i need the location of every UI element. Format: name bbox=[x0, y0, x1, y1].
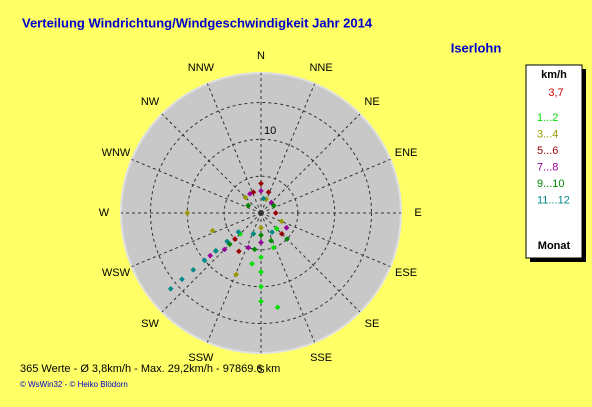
data-point bbox=[245, 202, 252, 209]
spoke bbox=[131, 212, 262, 268]
spoke bbox=[260, 212, 391, 268]
data-point bbox=[269, 229, 275, 235]
spoke bbox=[161, 113, 262, 214]
data-point bbox=[265, 189, 272, 196]
data-point bbox=[224, 238, 230, 245]
direction-label: NE bbox=[364, 96, 379, 108]
data-point bbox=[258, 224, 264, 231]
data-point bbox=[242, 194, 249, 201]
data-point bbox=[233, 271, 239, 278]
direction-label: W bbox=[99, 207, 110, 219]
data-point bbox=[250, 230, 257, 237]
data-point bbox=[258, 269, 264, 275]
data-point bbox=[207, 252, 214, 259]
direction-label: N bbox=[257, 50, 265, 62]
data-point bbox=[201, 257, 208, 264]
data-point bbox=[235, 229, 242, 235]
spoke bbox=[131, 158, 262, 214]
data-point bbox=[167, 285, 174, 292]
legend-footer: Monat bbox=[538, 240, 571, 252]
data-point bbox=[249, 260, 255, 267]
data-point bbox=[278, 218, 285, 225]
direction-label: SW bbox=[141, 318, 159, 330]
credit: © WsWin32 - © Heiko Blödorn bbox=[20, 380, 128, 389]
direction-label: WNW bbox=[102, 147, 131, 159]
data-point bbox=[179, 276, 185, 283]
direction-label: ENE bbox=[395, 147, 418, 159]
data-point bbox=[279, 231, 285, 237]
direction-label: WSW bbox=[102, 267, 131, 279]
legend-entry: 1...2 bbox=[537, 112, 558, 124]
footer: 365 Werte - Ø 3,8km/h - Max. 29,2km/h - … bbox=[20, 363, 280, 375]
data-point bbox=[258, 283, 264, 290]
data-point bbox=[273, 225, 280, 232]
spoke bbox=[206, 212, 262, 343]
legend-entry: 5...6 bbox=[537, 145, 558, 157]
data-point bbox=[258, 239, 264, 246]
data-point bbox=[213, 248, 219, 254]
data-point bbox=[258, 180, 264, 187]
direction-label: NW bbox=[141, 96, 160, 108]
data-point bbox=[258, 188, 264, 194]
data-point bbox=[268, 237, 274, 244]
spoke bbox=[161, 212, 262, 313]
data-point bbox=[232, 236, 238, 242]
data-point bbox=[270, 244, 277, 251]
r-tick-label: 10 bbox=[264, 125, 276, 137]
data-point bbox=[283, 224, 290, 231]
data-point bbox=[270, 202, 277, 209]
spoke bbox=[260, 212, 316, 343]
spoke bbox=[260, 158, 391, 214]
station-name: Iserlohn bbox=[451, 40, 502, 55]
legend-entry: 9...10 bbox=[537, 178, 565, 190]
legend-mean: 3,7 bbox=[548, 87, 563, 99]
data-point bbox=[251, 246, 258, 253]
direction-label: NNE bbox=[309, 62, 332, 74]
data-point bbox=[245, 244, 252, 251]
data-point bbox=[258, 232, 264, 238]
direction-label: SE bbox=[365, 318, 380, 330]
data-point bbox=[209, 227, 216, 234]
data-point bbox=[221, 246, 228, 253]
data-point bbox=[258, 298, 264, 305]
direction-label: NNW bbox=[188, 62, 215, 74]
direction-label: S bbox=[257, 364, 264, 376]
spoke bbox=[206, 83, 262, 214]
legend-entry: 7...8 bbox=[537, 161, 558, 173]
data-point bbox=[190, 267, 197, 273]
data-point bbox=[260, 195, 267, 202]
data-point bbox=[284, 236, 290, 242]
spoke bbox=[260, 83, 316, 214]
direction-label: SSW bbox=[188, 352, 214, 364]
legend-title: km/h bbox=[541, 69, 567, 81]
data-point bbox=[184, 210, 191, 216]
legend-entry: 11...12 bbox=[537, 194, 570, 206]
direction-label: SSE bbox=[310, 352, 332, 364]
legend-entry: 3...4 bbox=[537, 128, 558, 140]
chart-title: Verteilung Windrichtung/Windgeschwindigk… bbox=[22, 15, 373, 30]
data-point bbox=[236, 248, 242, 255]
legend-box bbox=[525, 64, 583, 259]
spoke bbox=[260, 113, 361, 214]
spoke bbox=[260, 212, 361, 313]
data-point bbox=[274, 304, 281, 311]
data-point bbox=[272, 210, 279, 216]
direction-label: E bbox=[414, 207, 421, 219]
direction-label: ESE bbox=[395, 267, 417, 279]
data-point bbox=[247, 191, 253, 197]
